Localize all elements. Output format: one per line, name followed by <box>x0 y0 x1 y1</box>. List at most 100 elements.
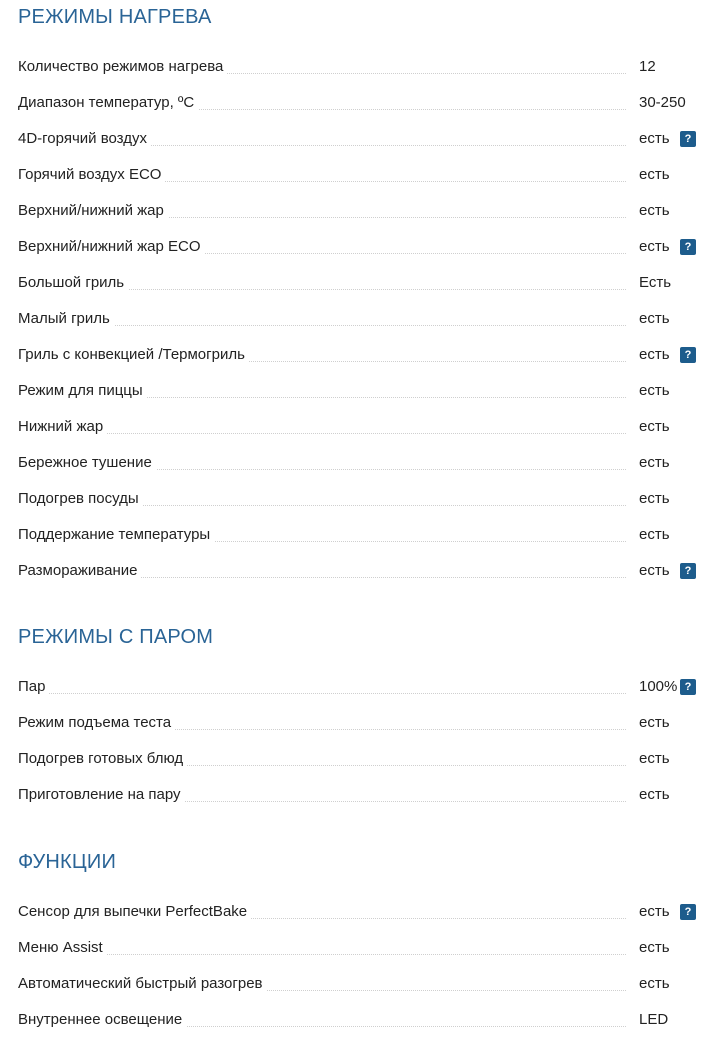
leader-dots <box>18 145 626 146</box>
leader-dots <box>18 954 626 955</box>
spec-value: есть <box>639 526 670 543</box>
leader-dots <box>18 397 626 398</box>
spec-label: Верхний/нижний жар <box>18 193 168 229</box>
spec-value: есть <box>639 562 670 579</box>
leader-dots <box>18 361 626 362</box>
spec-label: Горячий воздух ECO <box>18 157 166 193</box>
spec-list: Пар 100%? Режим подъема теста есть Подогрев … <box>0 669 711 813</box>
leader-dots <box>18 729 626 730</box>
spec-row: Верхний/нижний жар есть <box>0 193 711 229</box>
spec-label: Гриль с конвекцией /Термогриль <box>18 337 249 373</box>
spec-label: Диапазон температур, ºC <box>18 85 199 121</box>
spec-row: Количество режимов нагрева 12 <box>0 49 711 85</box>
spec-value: есть <box>639 903 670 920</box>
spec-row: Подогрев посуды есть <box>0 481 711 517</box>
help-icon[interactable]: ? <box>680 347 696 363</box>
leader-dots <box>18 325 626 326</box>
spec-value: 30-250 <box>639 94 686 111</box>
spec-label: Приготовление на пару <box>18 777 185 813</box>
help-icon[interactable]: ? <box>680 679 696 695</box>
section-title: РЕЖИМЫ НАГРЕВА <box>18 6 212 28</box>
spec-row: Автоматический быстрый разогрев есть <box>0 966 711 1002</box>
spec-label: Режим для пиццы <box>18 373 147 409</box>
spec-value: есть <box>639 130 670 147</box>
spec-label: Малый гриль <box>18 301 114 337</box>
leader-dots <box>18 217 626 218</box>
help-icon[interactable]: ? <box>680 131 696 147</box>
spec-label: Поддержание температуры <box>18 517 215 553</box>
leader-dots <box>18 541 626 542</box>
spec-list: Количество режимов нагрева 12 Диапазон тем… <box>0 49 711 589</box>
help-icon[interactable]: ? <box>680 563 696 579</box>
spec-label: Подогрев посуды <box>18 481 143 517</box>
spec-value: Есть <box>639 274 672 291</box>
help-icon[interactable]: ? <box>680 904 696 920</box>
spec-row: Режим для пиццы есть <box>0 373 711 409</box>
spec-row: Диапазон температур, ºC 30-250 <box>0 85 711 121</box>
leader-dots <box>18 433 626 434</box>
spec-label: Пар <box>18 669 50 705</box>
help-icon[interactable]: ? <box>680 239 696 255</box>
leader-dots <box>18 1026 626 1027</box>
spec-value: есть <box>639 310 670 327</box>
leader-dots <box>18 109 626 110</box>
leader-dots <box>18 693 626 694</box>
spec-row: Поддержание температуры есть <box>0 517 711 553</box>
spec-row: Пар 100%? <box>0 669 711 705</box>
leader-dots <box>18 918 626 919</box>
section-title: РЕЖИМЫ С ПАРОМ <box>18 626 214 648</box>
spec-row: Сенсор для выпечки PerfectBake есть? <box>0 894 711 930</box>
spec-list: Сенсор для выпечки PerfectBake есть? Меню … <box>0 894 711 1038</box>
spec-row: Верхний/нижний жар ECO есть? <box>0 229 711 265</box>
leader-dots <box>18 73 626 74</box>
spec-row: Приготовление на пару есть <box>0 777 711 813</box>
spec-label: Сенсор для выпечки PerfectBake <box>18 894 252 930</box>
spec-label: Внутреннее освещение <box>18 1002 187 1038</box>
spec-row: Малый гриль есть <box>0 301 711 337</box>
leader-dots <box>18 577 626 578</box>
spec-row: Размораживание есть? <box>0 553 711 589</box>
spec-label: Нижний жар <box>18 409 108 445</box>
spec-label: Автоматический быстрый разогрев <box>18 966 267 1002</box>
spec-row: Гриль с конвекцией /Термогриль есть? <box>0 337 711 373</box>
leader-dots <box>18 505 626 506</box>
spec-row: Меню Assist есть <box>0 930 711 966</box>
spec-value: есть <box>639 939 670 956</box>
spec-row: Бережное тушение есть <box>0 445 711 481</box>
spec-label: Большой гриль <box>18 265 129 301</box>
leader-dots <box>18 289 626 290</box>
spec-row: Режим подъема теста есть <box>0 705 711 741</box>
spec-row: Внутреннее освещение LED <box>0 1002 711 1038</box>
spec-value: есть <box>639 238 670 255</box>
spec-value: есть <box>639 454 670 471</box>
spec-label: Подогрев готовых блюд <box>18 741 188 777</box>
spec-value: есть <box>639 202 670 219</box>
spec-row: Горячий воздух ECO есть <box>0 157 711 193</box>
spec-label: Бережное тушение <box>18 445 156 481</box>
spec-value: есть <box>639 714 670 731</box>
spec-value: есть <box>639 786 670 803</box>
leader-dots <box>18 765 626 766</box>
leader-dots <box>18 253 626 254</box>
leader-dots <box>18 801 626 802</box>
spec-row: Большой гриль Есть <box>0 265 711 301</box>
spec-value: 12 <box>639 58 656 75</box>
spec-value: 100% <box>639 678 678 695</box>
spec-value: есть <box>639 382 670 399</box>
spec-label: Меню Assist <box>18 930 107 966</box>
spec-value: есть <box>639 750 670 767</box>
spec-row: Подогрев готовых блюд есть <box>0 741 711 777</box>
spec-label: Режим подъема теста <box>18 705 176 741</box>
leader-dots <box>18 181 626 182</box>
spec-row: 4D-горячий воздух есть? <box>0 121 711 157</box>
spec-value: есть <box>639 490 670 507</box>
spec-label: 4D-горячий воздух <box>18 121 151 157</box>
leader-dots <box>18 469 626 470</box>
spec-label: Количество режимов нагрева <box>18 49 228 85</box>
spec-value: есть <box>639 346 670 363</box>
spec-label: Размораживание <box>18 553 142 589</box>
spec-value: LED <box>639 1011 669 1028</box>
leader-dots <box>18 990 626 991</box>
spec-value: есть <box>639 418 670 435</box>
spec-value: есть <box>639 975 670 992</box>
